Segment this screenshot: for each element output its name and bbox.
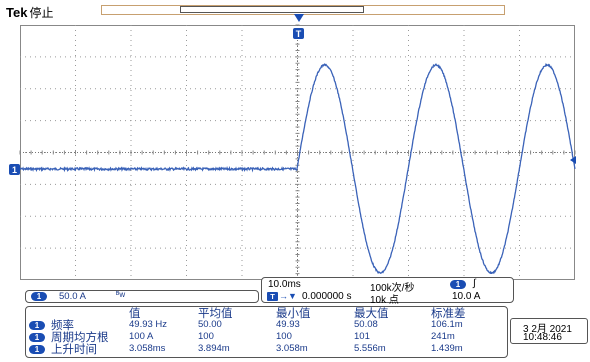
brand-logo: Tek xyxy=(6,5,28,20)
measurement-row-cycle-rms[interactable]: 1 周期均方根 100 A 100 100 101 241m xyxy=(26,330,509,344)
measurement-min: 49.93 xyxy=(276,319,300,330)
measurement-source-badge: 1 xyxy=(29,345,45,354)
record-view-window[interactable] xyxy=(180,6,364,13)
trigger-level-arrow-icon[interactable] xyxy=(570,156,576,164)
measurement-value: 49.93 Hz xyxy=(129,319,168,330)
measurement-value: 100 A xyxy=(129,331,154,342)
measurement-row-rise-time[interactable]: 1 上升时间 3.058ms 3.894m 3.058m 5.556m 1.43… xyxy=(26,342,509,356)
horizontal-position: 0.000000 s xyxy=(302,291,352,302)
channel-1-trace xyxy=(19,62,576,275)
measurement-max: 50.08 xyxy=(354,319,378,330)
measurement-stddev: 106.1m xyxy=(431,319,463,330)
measurement-max: 5.556m xyxy=(354,343,386,354)
measurement-min: 100 xyxy=(276,331,292,342)
channel-1-settings-panel[interactable]: 1 50.0 A ᴮw xyxy=(25,290,259,303)
trigger-channel-badge: 1 xyxy=(450,280,466,289)
measurement-mean: 100 xyxy=(198,331,214,342)
col-header-value: 值 xyxy=(129,306,141,320)
trigger-position-icon: T xyxy=(267,292,278,301)
measurement-row-frequency[interactable]: 1 频率 49.93 Hz 50.00 49.93 50.08 106.1m xyxy=(26,318,509,332)
measurement-source-badge: 1 xyxy=(29,333,45,342)
record-length: 10k 点 xyxy=(370,295,399,306)
measurement-source-badge: 1 xyxy=(29,321,45,330)
date: 3 2月 2021 xyxy=(523,324,572,335)
vertical-scale: 50.0 A xyxy=(59,291,86,302)
status-header: Tek 停止 xyxy=(6,4,53,21)
trigger-marker-badge xyxy=(293,28,304,39)
sample-rate: 100k次/秒 xyxy=(370,283,415,294)
acquisition-status: 停止 xyxy=(29,6,54,20)
measurement-min: 3.058m xyxy=(276,343,308,354)
measurement-value: 3.058ms xyxy=(129,343,166,354)
measurement-label: 频率 xyxy=(51,318,74,332)
trigger-position-marker[interactable]: T xyxy=(293,14,304,39)
col-header-max: 最大值 xyxy=(354,306,389,320)
bandwidth-limit-icon: ᴮw xyxy=(116,290,126,299)
position-arrow-icon: →▼ xyxy=(279,291,297,301)
channel-1-badge: 1 xyxy=(31,292,47,301)
measurement-mean: 3.894m xyxy=(198,343,230,354)
trigger-level: 10.0 A xyxy=(452,291,481,302)
time: 10:48:46 xyxy=(523,332,562,343)
graticule-lines xyxy=(19,24,576,281)
measurement-label: 周期均方根 xyxy=(51,330,109,344)
measurement-max: 101 xyxy=(354,331,370,342)
col-header-mean: 平均值 xyxy=(198,306,233,320)
measurement-mean: 50.00 xyxy=(198,319,222,330)
trigger-slope-icon: ∫ xyxy=(473,278,476,289)
trigger-marker-label: T xyxy=(296,29,302,39)
horizontal-scale: 10.0ms xyxy=(268,279,301,290)
measurements-panel: 值 平均值 最小值 最大值 标准差 1 频率 49.93 Hz 50.00 49… xyxy=(25,306,508,358)
channel-marker-badge xyxy=(9,164,20,175)
timebase-trigger-panel[interactable]: 10.0ms 100k次/秒 1 ∫ T →▼ 0.000000 s 10k 点… xyxy=(261,277,514,306)
col-header-stddev: 标准差 xyxy=(431,306,466,320)
measurement-label: 上升时间 xyxy=(51,342,97,356)
col-header-min: 最小值 xyxy=(276,306,311,320)
measurement-stddev: 241m xyxy=(431,331,455,342)
trigger-position-arrow-icon xyxy=(294,14,304,22)
channel-marker-label: 1 xyxy=(12,165,17,175)
date-time-display: 3 2月 2021 10:48:46 xyxy=(510,318,588,344)
channel-1-ground-marker[interactable]: 1 xyxy=(9,164,20,175)
measurement-stddev: 1.439m xyxy=(431,343,463,354)
